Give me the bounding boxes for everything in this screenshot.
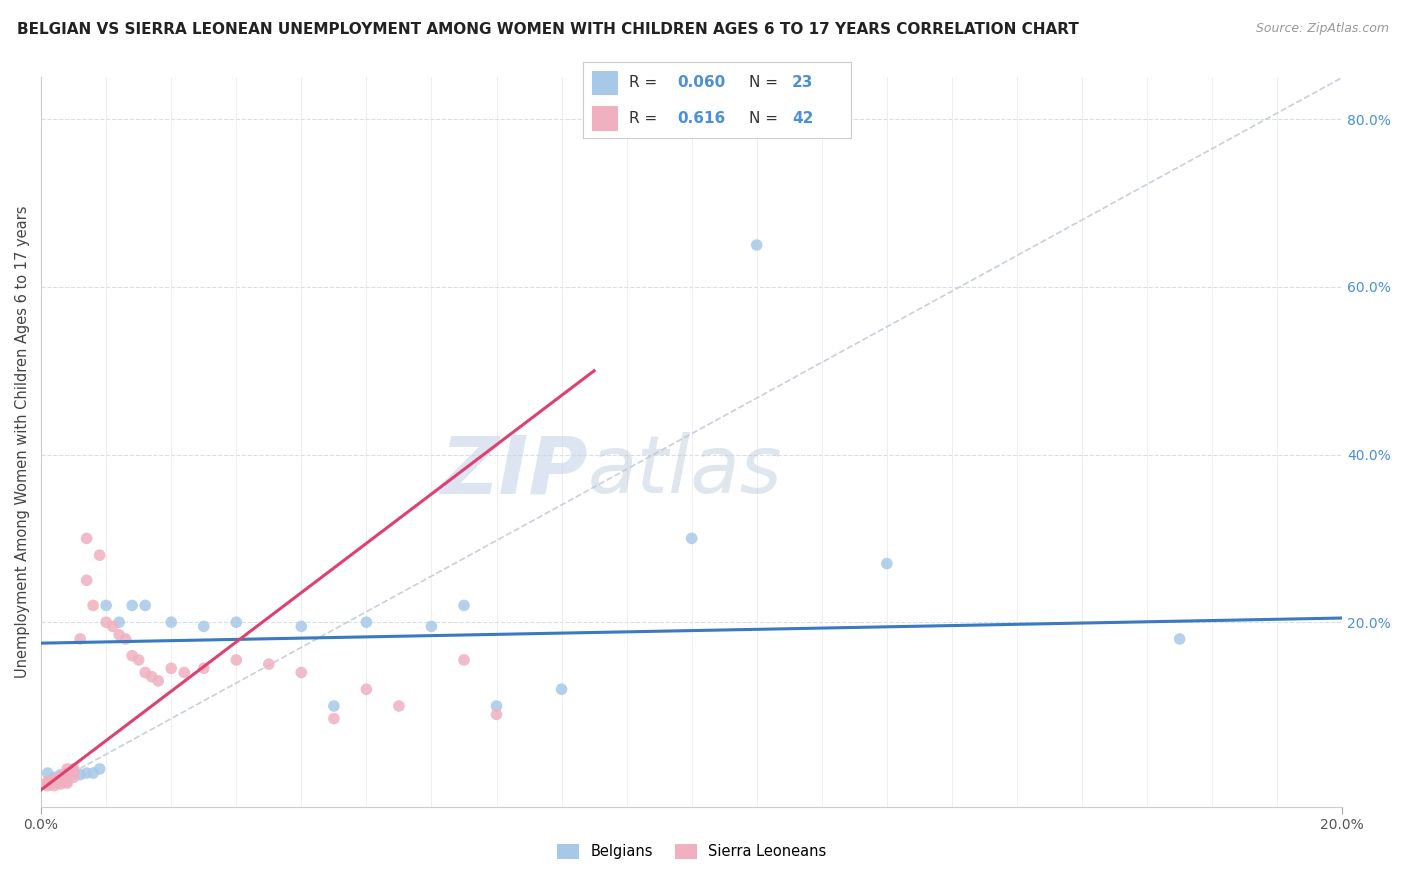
Point: [128, 653, 150, 667]
Point: [134, 599, 156, 613]
Text: 42: 42: [792, 111, 813, 126]
Point: [420, 619, 443, 633]
Bar: [592, 70, 619, 95]
Point: [37, 779, 59, 793]
Point: [193, 661, 215, 675]
Point: [173, 665, 195, 680]
Point: [108, 615, 131, 630]
Point: [290, 665, 312, 680]
Point: [89, 762, 111, 776]
Point: [42, 772, 65, 787]
Bar: [592, 106, 619, 130]
Point: [148, 673, 170, 688]
Text: N =: N =: [749, 76, 783, 90]
Point: [82, 766, 104, 780]
Point: [89, 548, 111, 562]
Point: [134, 665, 156, 680]
Point: [322, 712, 344, 726]
Text: 23: 23: [792, 76, 813, 90]
Point: [453, 599, 475, 613]
Point: [160, 661, 183, 675]
Point: [745, 238, 768, 252]
Point: [49, 768, 72, 782]
Point: [876, 557, 898, 571]
Point: [42, 776, 65, 790]
Point: [37, 774, 59, 789]
Point: [62, 770, 84, 784]
Point: [550, 682, 572, 697]
Point: [76, 766, 98, 780]
Point: [1168, 632, 1191, 646]
Point: [49, 770, 72, 784]
Legend: Belgians, Sierra Leoneans: Belgians, Sierra Leoneans: [551, 838, 832, 865]
Point: [225, 653, 247, 667]
Point: [62, 762, 84, 776]
Point: [290, 619, 312, 633]
Point: [76, 532, 98, 546]
Point: [56, 766, 79, 780]
Point: [56, 774, 79, 789]
Point: [322, 699, 344, 714]
Point: [96, 615, 118, 630]
Point: [42, 770, 65, 784]
Point: [82, 599, 104, 613]
Point: [37, 776, 59, 790]
Point: [193, 619, 215, 633]
Point: [257, 657, 280, 672]
Text: atlas: atlas: [588, 433, 782, 510]
Text: N =: N =: [749, 111, 783, 126]
Point: [56, 766, 79, 780]
Text: R =: R =: [628, 111, 662, 126]
Point: [96, 599, 118, 613]
Text: Source: ZipAtlas.com: Source: ZipAtlas.com: [1256, 22, 1389, 36]
Text: 0.616: 0.616: [678, 111, 725, 126]
Text: R =: R =: [628, 76, 662, 90]
Point: [225, 615, 247, 630]
Point: [121, 648, 143, 663]
Point: [76, 574, 98, 588]
Point: [114, 632, 136, 646]
Point: [69, 768, 91, 782]
Y-axis label: Unemployment Among Women with Children Ages 6 to 17 years: Unemployment Among Women with Children A…: [15, 206, 30, 678]
Point: [108, 628, 131, 642]
Point: [49, 770, 72, 784]
Point: [485, 707, 508, 722]
Point: [56, 776, 79, 790]
Point: [356, 615, 378, 630]
Point: [62, 764, 84, 779]
Point: [49, 774, 72, 789]
Point: [681, 532, 703, 546]
Point: [388, 699, 411, 714]
Point: [69, 632, 91, 646]
Point: [56, 762, 79, 776]
Text: BELGIAN VS SIERRA LEONEAN UNEMPLOYMENT AMONG WOMEN WITH CHILDREN AGES 6 TO 17 YE: BELGIAN VS SIERRA LEONEAN UNEMPLOYMENT A…: [17, 22, 1078, 37]
Text: 0.060: 0.060: [678, 76, 725, 90]
Point: [49, 777, 72, 791]
Point: [356, 682, 378, 697]
Point: [453, 653, 475, 667]
Point: [37, 766, 59, 780]
Point: [42, 779, 65, 793]
Point: [62, 766, 84, 780]
Point: [485, 699, 508, 714]
Point: [101, 619, 124, 633]
Text: ZIP: ZIP: [440, 433, 588, 510]
Point: [160, 615, 183, 630]
Point: [141, 670, 163, 684]
Point: [121, 599, 143, 613]
